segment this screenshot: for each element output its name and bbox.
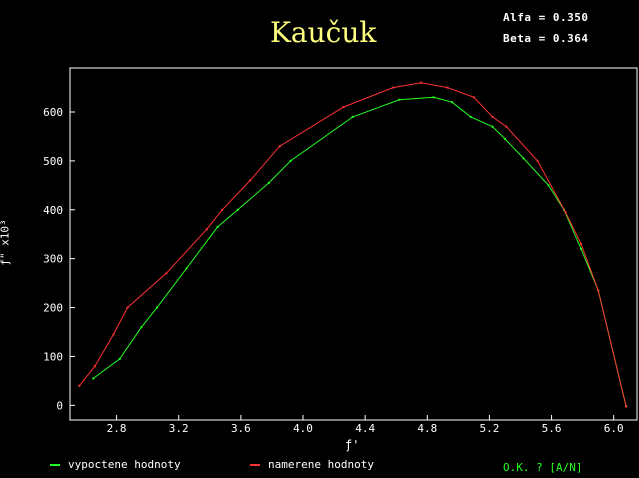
data-point: [118, 357, 121, 360]
data-point: [112, 333, 115, 336]
data-point: [398, 98, 401, 101]
data-point: [221, 208, 224, 211]
data-point: [469, 115, 472, 118]
data-point: [420, 81, 423, 84]
data-point: [236, 208, 239, 211]
data-point: [351, 115, 354, 118]
data-point: [580, 243, 583, 245]
legend-swatch-meas: [250, 463, 260, 466]
data-point: [185, 267, 188, 270]
data-point: [580, 247, 583, 250]
x-tick-label: 5.2: [479, 422, 499, 435]
y-axis-label: ƒ" x10³: [0, 219, 12, 266]
data-point: [491, 125, 494, 128]
y-tick-label: 200: [43, 302, 63, 315]
data-point: [472, 96, 475, 99]
x-tick-label: 6.0: [604, 422, 624, 435]
data-point: [140, 326, 143, 329]
data-point: [342, 106, 345, 109]
x-tick-label: 4.4: [355, 422, 375, 435]
y-tick-label: 400: [43, 204, 63, 217]
series-line-1: [78, 82, 627, 407]
legend-label-meas: namerene hodnoty: [268, 458, 374, 471]
x-tick-label: 3.6: [231, 422, 251, 435]
y-tick-label: 500: [43, 155, 63, 168]
data-point: [92, 377, 95, 380]
y-tick-label: 0: [56, 399, 63, 412]
data-point: [267, 181, 270, 184]
data-point: [249, 179, 252, 182]
data-point: [547, 184, 550, 187]
x-tick-label: 4.0: [293, 422, 313, 435]
data-point: [278, 145, 281, 148]
chart-title: Kaučuk: [270, 16, 377, 49]
legend-item-meas: namerene hodnoty: [250, 458, 374, 471]
data-point: [625, 405, 628, 408]
data-point: [491, 115, 494, 118]
data-point: [216, 225, 219, 228]
data-point: [126, 306, 129, 309]
beta-value: Beta = 0.364: [503, 32, 589, 45]
data-point: [505, 125, 508, 128]
x-tick-label: 3.2: [169, 422, 189, 435]
legend-label-calc: vypoctene hodnoty: [68, 458, 181, 471]
data-point: [289, 159, 292, 162]
confirm-prompt[interactable]: O.K. ? [A/N]: [503, 461, 583, 474]
plot-frame: [69, 67, 638, 421]
data-point: [432, 96, 435, 99]
data-point: [597, 289, 600, 292]
data-point: [165, 272, 168, 275]
x-tick-label: 5.6: [542, 422, 562, 435]
x-axis-label: ƒ': [345, 438, 360, 452]
legend-swatch-calc: [50, 463, 60, 466]
data-point: [205, 228, 208, 231]
data-point: [451, 101, 454, 104]
y-tick-label: 300: [43, 253, 63, 266]
y-tick-label: 600: [43, 106, 63, 119]
data-point: [93, 365, 96, 368]
data-point: [522, 157, 525, 160]
x-tick-label: 4.8: [417, 422, 437, 435]
data-point: [446, 86, 449, 89]
alfa-value: Alfa = 0.350: [503, 11, 589, 24]
data-point: [392, 86, 395, 89]
data-point: [78, 384, 81, 387]
data-point: [564, 211, 567, 214]
data-point: [503, 137, 506, 140]
legend-item-calc: vypoctene hodnoty: [50, 458, 181, 471]
data-point: [155, 306, 158, 309]
data-point: [536, 159, 539, 162]
y-tick-label: 100: [43, 350, 63, 363]
series-line-0: [93, 96, 627, 407]
x-tick-label: 2.8: [107, 422, 127, 435]
